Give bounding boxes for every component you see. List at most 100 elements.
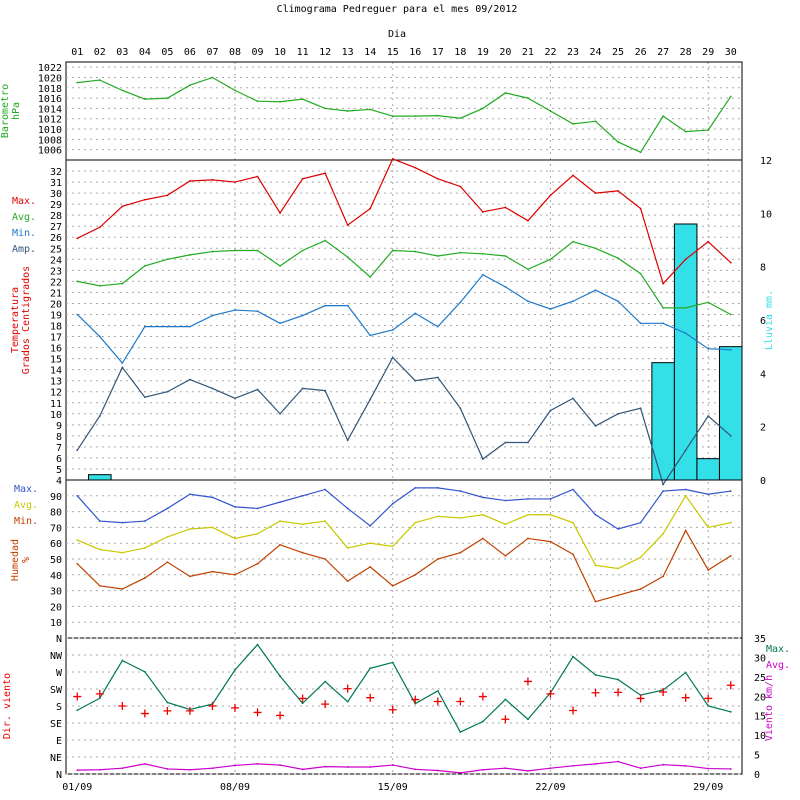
temperature-min-series-point — [527, 300, 529, 303]
temperature-axis-tick-label: 21 — [50, 288, 62, 299]
wind-avg-series-point — [391, 764, 394, 766]
temperature-min-series-point — [414, 312, 417, 315]
pressure-series-point — [504, 92, 507, 94]
humidity-avg-series-point — [98, 548, 101, 551]
humidity-min-series-point — [481, 537, 484, 540]
wind-direction-marker — [501, 715, 510, 724]
wind-avg-series-point — [279, 764, 281, 766]
humidity-min-series-point — [189, 575, 191, 578]
wind-direction-marker — [388, 705, 397, 714]
temperature-min-series-point — [594, 289, 597, 292]
pressure-series-point — [98, 79, 101, 81]
temperature-amp-series-point — [324, 389, 327, 392]
humidity-max-series — [76, 487, 731, 530]
temperature-amp-series-point — [211, 387, 214, 390]
humidity-axis-tick-label: 20 — [50, 602, 62, 613]
wind-avg-series-point — [189, 768, 191, 771]
wind-avg-series-point — [414, 768, 417, 771]
humidity-min-series-point — [279, 543, 281, 546]
pressure-series-point — [256, 100, 259, 103]
temperature-legend-entry: Min. — [12, 228, 36, 239]
wind-avg-series-point — [504, 767, 507, 770]
temperature-avg-series-point — [211, 250, 214, 253]
rain-bar — [673, 223, 698, 481]
humidity-avg-series-point — [662, 532, 665, 535]
wind-speed-tick-label: 5 — [754, 751, 760, 762]
temperature-amp-series-point — [436, 376, 439, 379]
rain-tick-label: 2 — [760, 423, 766, 434]
temperature-min-series-point — [639, 322, 642, 325]
wind-max-series-point — [436, 689, 439, 692]
humidity-axis-label: % — [21, 557, 32, 563]
pressure-axis-tick-label: 1010 — [38, 125, 62, 136]
wind-avg-series-point — [617, 760, 619, 763]
wind-direction-marker — [569, 706, 577, 715]
temperature-avg-series-point — [121, 282, 124, 285]
wind-dir-tick-label: SE — [50, 719, 62, 730]
temperature-min-series-point — [189, 325, 191, 328]
wind-direction-marker — [433, 697, 442, 706]
day-header-label: 01 — [71, 47, 83, 58]
humidity-avg-series-point — [684, 494, 687, 497]
humidity-min-series-point — [256, 562, 259, 565]
humidity-min-series-point — [459, 551, 462, 554]
temperature-max-series-point — [729, 261, 732, 264]
humidity-axis-label: Humedad — [10, 539, 21, 581]
temperature-max-series-point — [549, 194, 552, 197]
humidity-min-series-point — [684, 529, 687, 532]
wind-dir-tick-label: SW — [50, 685, 63, 696]
wind-speed-tick-label: 20 — [754, 692, 766, 703]
humidity-max-series-point — [346, 507, 349, 510]
temperature-max-series-point — [369, 207, 372, 210]
temperature-legend-entry: Amp. — [12, 244, 36, 255]
humidity-max-series-point — [527, 498, 529, 500]
wind-avg-series-point — [76, 769, 79, 772]
temperature-amp-series-point — [729, 434, 732, 437]
temperature-amp-series-point — [504, 441, 507, 444]
wind-direction-marker — [704, 694, 713, 703]
temperature-min-series-point — [504, 285, 507, 288]
humidity-min-series-point — [98, 584, 101, 587]
temperature-max-series-point — [143, 198, 146, 201]
humidity-max-series-point — [459, 490, 462, 492]
wind-speed-tick-label: 15 — [754, 712, 766, 723]
temperature-max-series-point — [189, 180, 191, 182]
temperature-max-series-point — [639, 207, 642, 210]
temperature-amp-series-point — [414, 379, 417, 382]
bottom-date-label: 01/09 — [62, 782, 92, 793]
chart-title: Climograma Pedreguer para el mes 09/2012 — [277, 4, 518, 15]
temperature-axis-tick-label: 9 — [56, 421, 62, 432]
wind-direction-marker — [366, 693, 375, 702]
humidity-avg-series-point — [143, 547, 146, 549]
wind-dir-tick-label: NW — [50, 651, 63, 662]
pressure-series-point — [369, 108, 372, 111]
wind-max-series-point — [481, 720, 484, 723]
temperature-axis-tick-label: 32 — [50, 167, 62, 178]
wind-direction-marker — [546, 689, 555, 698]
wind-max-series-point — [527, 718, 529, 721]
humidity-avg-series-point — [189, 528, 191, 530]
wind-max-series-point — [707, 705, 710, 707]
wind-direction-marker — [636, 694, 645, 703]
humidity-max-series-point — [256, 507, 259, 510]
day-header-label: 29 — [702, 47, 714, 58]
temperature-axis-tick-label: 10 — [50, 410, 62, 421]
wind-speed-tick-label: 10 — [754, 731, 766, 742]
temperature-axis-tick-label: 29 — [50, 200, 62, 211]
wind-direction-marker — [343, 684, 352, 693]
temperature-amp-series-point — [572, 397, 574, 400]
humidity-avg-series-point — [707, 526, 710, 529]
wind-direction-marker — [95, 689, 104, 698]
pressure-series-point — [594, 120, 597, 123]
temperature-max-series-point — [301, 177, 304, 180]
pressure-series-point — [684, 130, 687, 133]
day-header-label: 15 — [387, 47, 399, 58]
humidity-max-series-point — [729, 490, 732, 492]
day-header-label: 28 — [680, 47, 692, 58]
pressure-series-point — [459, 117, 462, 120]
temperature-max-series-point — [76, 237, 79, 240]
wind-max-series-point — [301, 702, 304, 705]
day-header-label: 25 — [612, 47, 624, 58]
temperature-avg-series-point — [369, 276, 372, 278]
temperature-avg-series-point — [662, 306, 665, 309]
